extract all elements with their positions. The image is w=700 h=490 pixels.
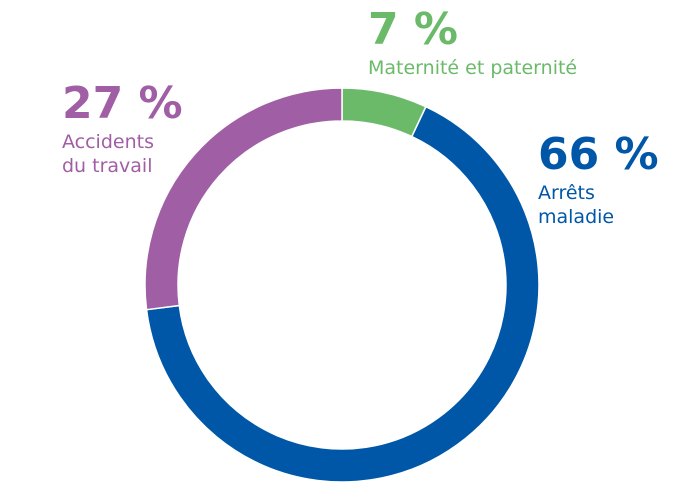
label-accidents: 27 % Accidents du travail [62,82,183,178]
label-maternite: 7 % Maternité et paternité [368,8,577,80]
donut-slice-2 [144,87,343,311]
slice-label: Maternité et paternité [368,57,578,79]
slice-value: 27 % [62,78,183,129]
donut-slice-1 [145,105,540,483]
slice-label-line: maladie [538,206,615,228]
slice-value: 66 % [538,129,659,180]
label-arrets-maladie: 66 % Arrêts maladie [538,133,659,229]
donut-slice-0 [341,87,427,138]
slice-label-line: Accidents [62,131,154,153]
slice-label-line: Arrêts [538,182,595,204]
slice-value: 7 % [368,4,459,55]
slice-label-line: du travail [62,155,153,177]
